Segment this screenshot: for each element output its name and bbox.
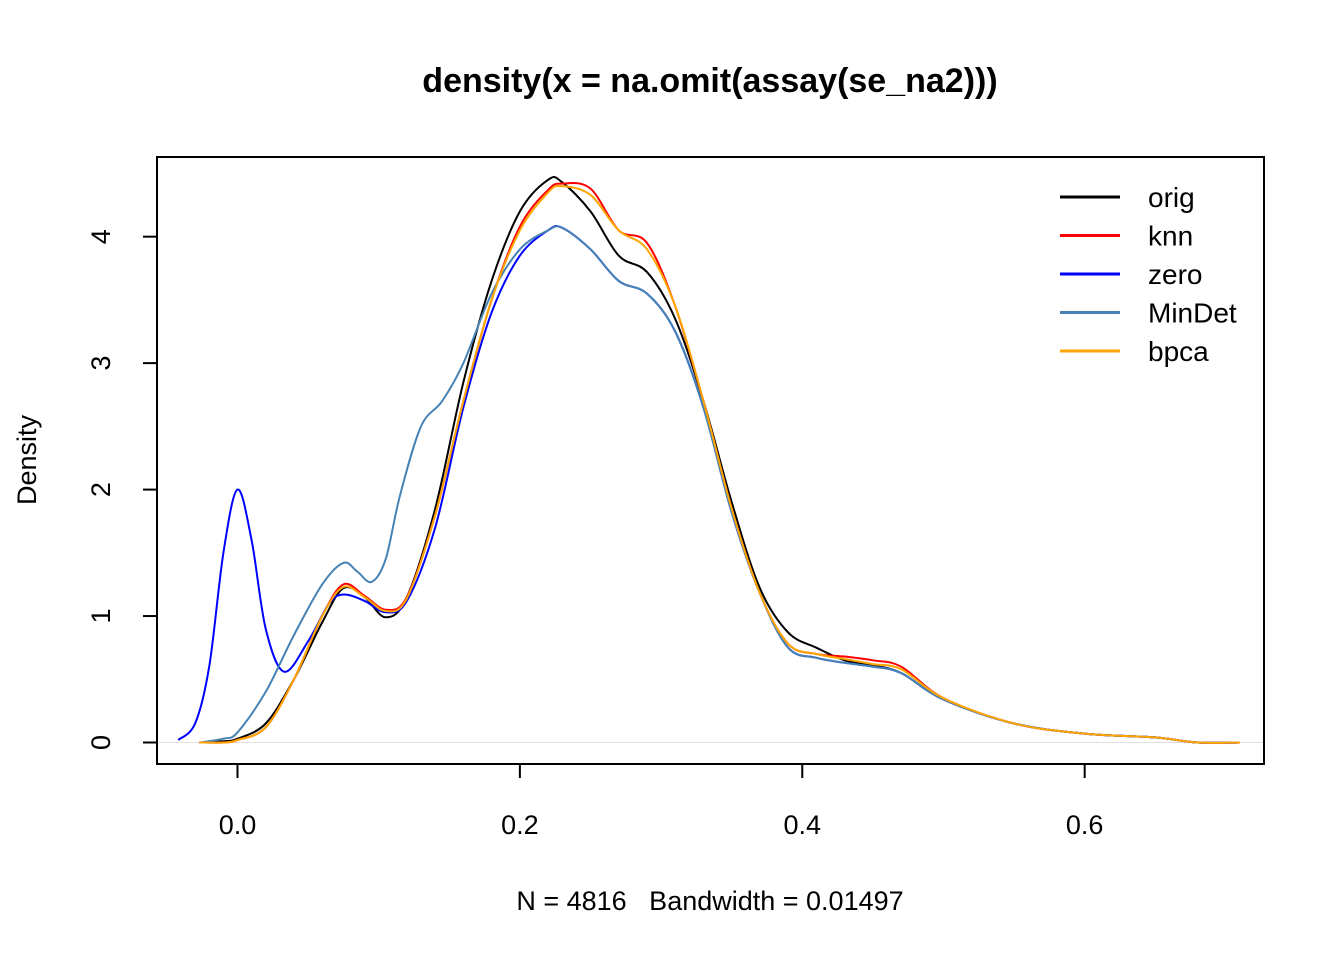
- y-axis-label: Density: [12, 414, 42, 505]
- legend-item-bpca: bpca: [1060, 336, 1209, 367]
- legend-item-orig: orig: [1060, 182, 1195, 213]
- y-tick-label: 4: [86, 229, 116, 244]
- x-axis-label: N = 4816 Bandwidth = 0.01497: [516, 886, 903, 916]
- x-tick-label: 0.0: [219, 810, 257, 840]
- y-tick-label: 1: [86, 608, 116, 623]
- series-layer: [177, 176, 1241, 744]
- legend-label: orig: [1148, 182, 1195, 213]
- chart-title: density(x = na.omit(assay(se_na2))): [422, 62, 997, 100]
- legend-item-zero: zero: [1060, 259, 1202, 290]
- legend-item-knn: knn: [1060, 221, 1193, 252]
- legend-label: MinDet: [1148, 298, 1237, 329]
- series-line-knn: [199, 181, 1241, 744]
- x-axis: 0.0 0.2 0.4 0.6: [219, 763, 1104, 840]
- series-line-bpca: [199, 184, 1241, 744]
- y-axis: 0 1 2 3 4: [86, 229, 158, 750]
- legend: orig knn zero MinDet bpca: [1060, 182, 1237, 367]
- legend-label: bpca: [1148, 336, 1209, 367]
- legend-item-mindet: MinDet: [1060, 298, 1237, 329]
- y-tick-label: 2: [86, 482, 116, 497]
- series-line-zero: [177, 225, 1241, 744]
- y-tick-label: 0: [86, 735, 116, 750]
- y-tick-label: 3: [86, 356, 116, 371]
- x-tick-label: 0.6: [1066, 810, 1104, 840]
- x-tick-label: 0.2: [501, 810, 539, 840]
- plot-frame: [156, 156, 1265, 765]
- legend-label: knn: [1148, 221, 1193, 252]
- x-tick-label: 0.4: [784, 810, 822, 840]
- legend-label: zero: [1148, 259, 1202, 290]
- series-line-mindet: [199, 225, 1241, 744]
